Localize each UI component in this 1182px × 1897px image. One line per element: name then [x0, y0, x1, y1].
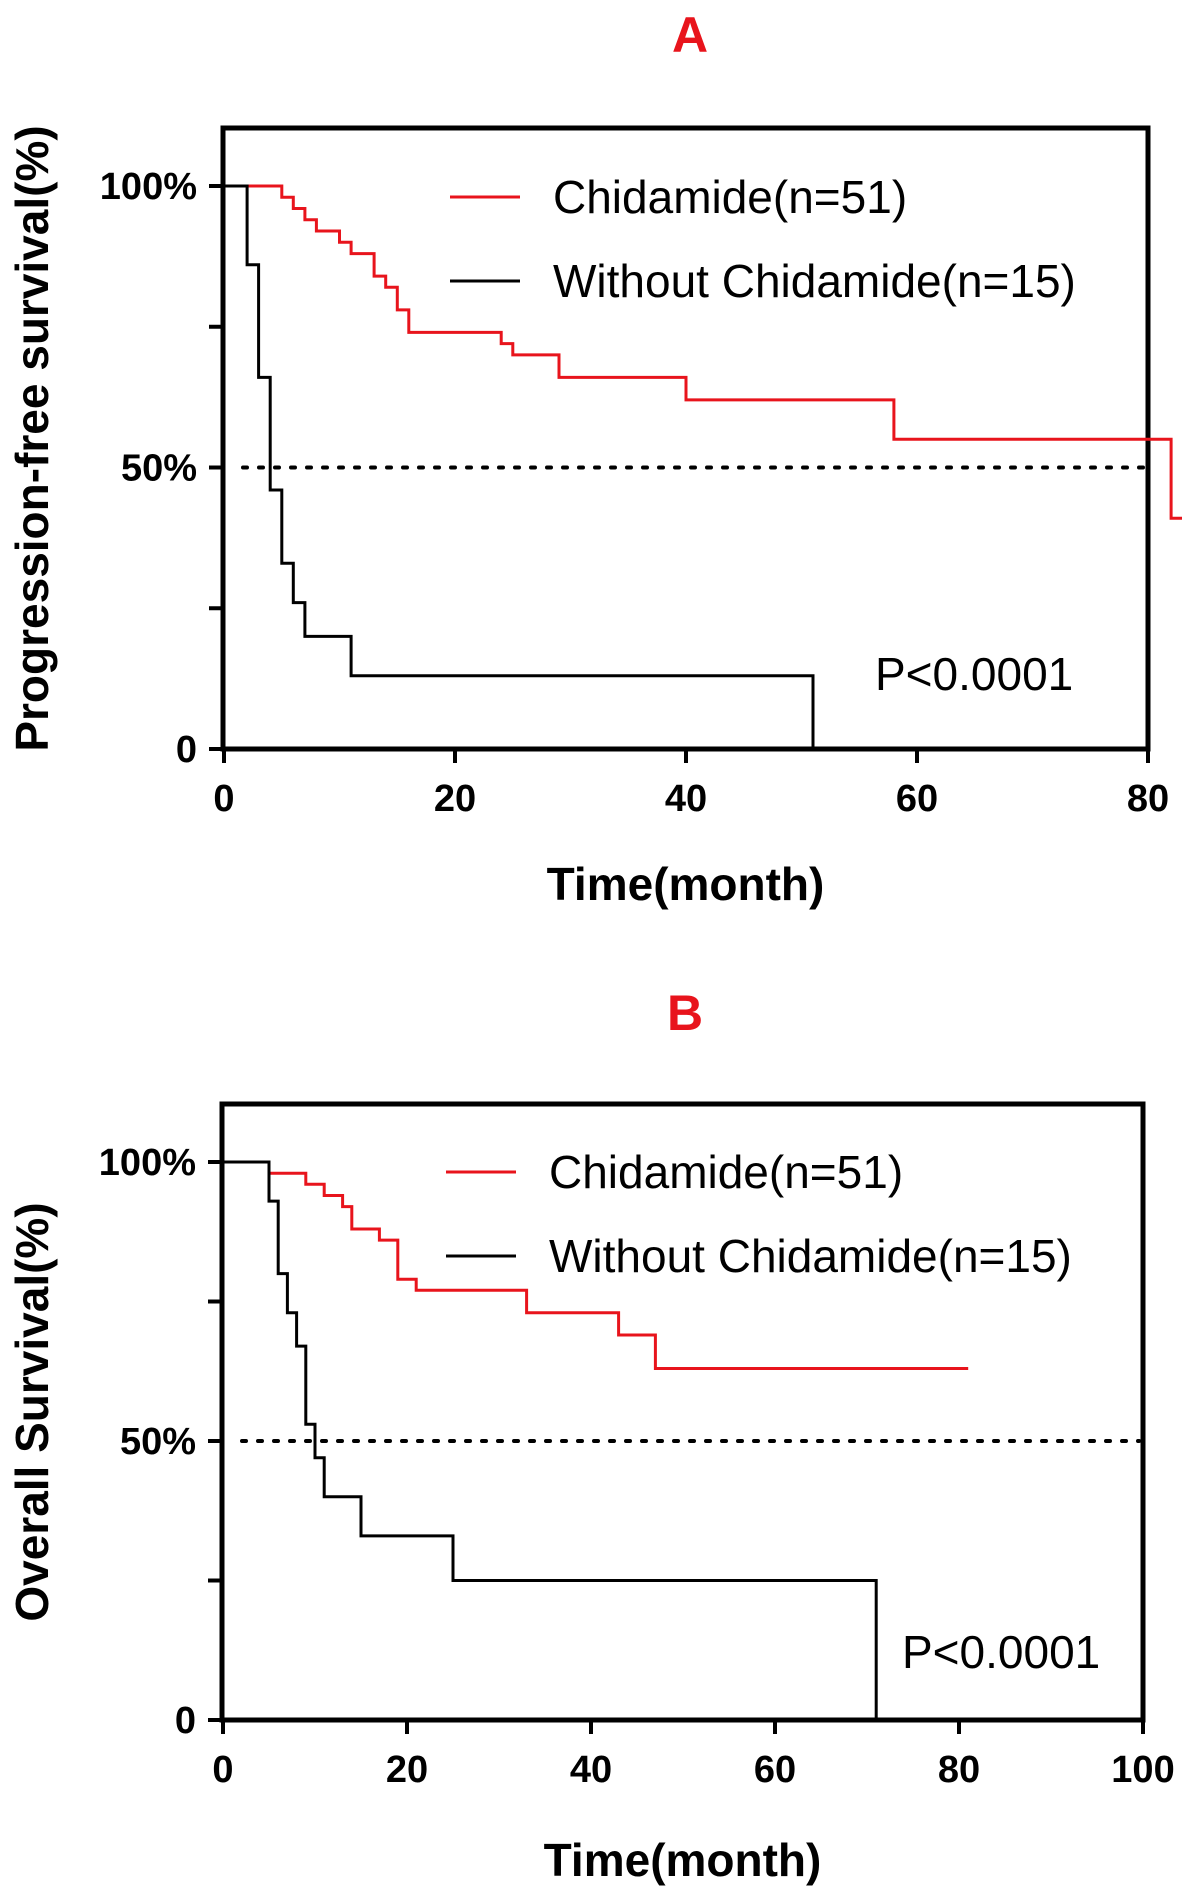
- x-tick-label: 40: [665, 778, 707, 820]
- survival-curve-without-chidamide: [224, 184, 815, 749]
- y-axis-title: Overall Survival(%): [6, 1202, 58, 1621]
- x-tick-label: 40: [570, 1749, 612, 1791]
- x-tick-label: 80: [938, 1749, 980, 1791]
- y-tick-label: 100%: [100, 166, 197, 208]
- legend-label-without-chidamide: Without Chidamide(n=15): [553, 255, 1076, 307]
- y-tick-label: 0: [176, 729, 197, 771]
- x-tick-label: 0: [212, 1749, 233, 1791]
- x-tick-label: 20: [386, 1749, 428, 1791]
- x-axis-title: Time(month): [544, 1834, 822, 1886]
- x-tick-label: 0: [213, 778, 234, 820]
- y-tick-label: 0: [175, 1700, 196, 1742]
- p-value-annotation: P<0.0001: [875, 648, 1073, 700]
- x-tick-label: 60: [754, 1749, 796, 1791]
- legend-label-without-chidamide: Without Chidamide(n=15): [549, 1230, 1072, 1282]
- y-tick-label: 50%: [121, 448, 197, 490]
- x-tick-label: 20: [434, 778, 476, 820]
- y-tick-label: 50%: [120, 1421, 196, 1463]
- survival-curve-chidamide: [223, 1160, 969, 1370]
- legend-label-chidamide: Chidamide(n=51): [553, 171, 907, 223]
- x-tick-label: 100: [1111, 1749, 1174, 1791]
- panel-label: B: [667, 985, 703, 1041]
- x-tick-label: 80: [1127, 778, 1169, 820]
- survival-curve-without-chidamide: [223, 1160, 878, 1720]
- legend-label-chidamide: Chidamide(n=51): [549, 1146, 903, 1198]
- plot-frame: [219, 1101, 1146, 1723]
- p-value-annotation: P<0.0001: [902, 1626, 1100, 1678]
- x-tick-label: 60: [896, 778, 938, 820]
- x-axis-title: Time(month): [547, 858, 825, 910]
- survival-curve-chidamide: [224, 184, 1182, 520]
- y-tick-label: 100%: [99, 1142, 196, 1184]
- y-axis-title: Progression-free survival(%): [6, 125, 58, 751]
- panel-label: A: [672, 7, 708, 63]
